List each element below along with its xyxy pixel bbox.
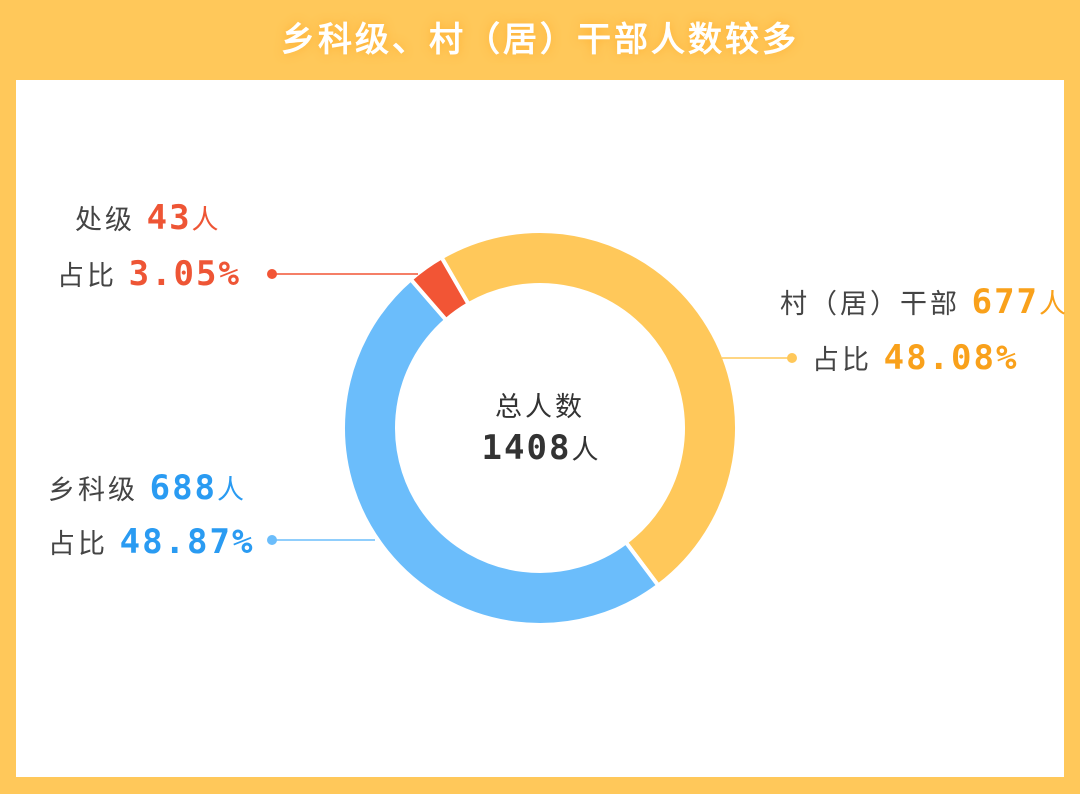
slice-unit: 人 (217, 475, 248, 506)
slice-value: 43 (146, 198, 192, 238)
slice-value: 677 (971, 282, 1040, 322)
donut-slice-1 (341, 276, 662, 628)
label-township-share: 占比 48.87% (48, 522, 254, 562)
donut-slice-2 (407, 254, 472, 323)
slice-percent: 48.08% (883, 338, 1019, 378)
label-chuji-count: 处级 43人 (75, 198, 222, 238)
slice-value: 688 (149, 468, 218, 508)
leader-dot-1 (267, 535, 277, 545)
slice-unit: 人 (1039, 289, 1070, 320)
center-title: 总人数 (495, 392, 585, 423)
slice-unit: 人 (191, 205, 222, 236)
slice-name: 处级 (75, 205, 135, 236)
donut-slice-0 (438, 229, 739, 589)
label-chuji-share: 占比 3.05% (57, 254, 241, 294)
slice-percent: 3.05% (128, 254, 241, 294)
leader-dot-0 (787, 353, 797, 363)
chart-panel (16, 80, 1064, 777)
total-unit: 人 (571, 435, 599, 466)
label-village-share: 占比 48.08% (812, 338, 1018, 378)
label-township-count: 乡科级 688人 (48, 468, 247, 508)
label-village-count: 村（居）干部 677人 (780, 282, 1069, 322)
share-label: 占比 (57, 261, 117, 292)
total-value: 1408 (481, 428, 572, 468)
center-label: 总人数 1408人 (440, 385, 640, 468)
chart-title: 乡科级、村（居）干部人数较多 (281, 20, 799, 60)
share-label: 占比 (812, 345, 872, 376)
slice-name: 乡科级 (48, 475, 138, 506)
share-label: 占比 (48, 529, 108, 560)
slice-percent: 48.87% (119, 522, 255, 562)
slice-name: 村（居）干部 (780, 289, 960, 320)
leader-dot-2 (267, 269, 277, 279)
